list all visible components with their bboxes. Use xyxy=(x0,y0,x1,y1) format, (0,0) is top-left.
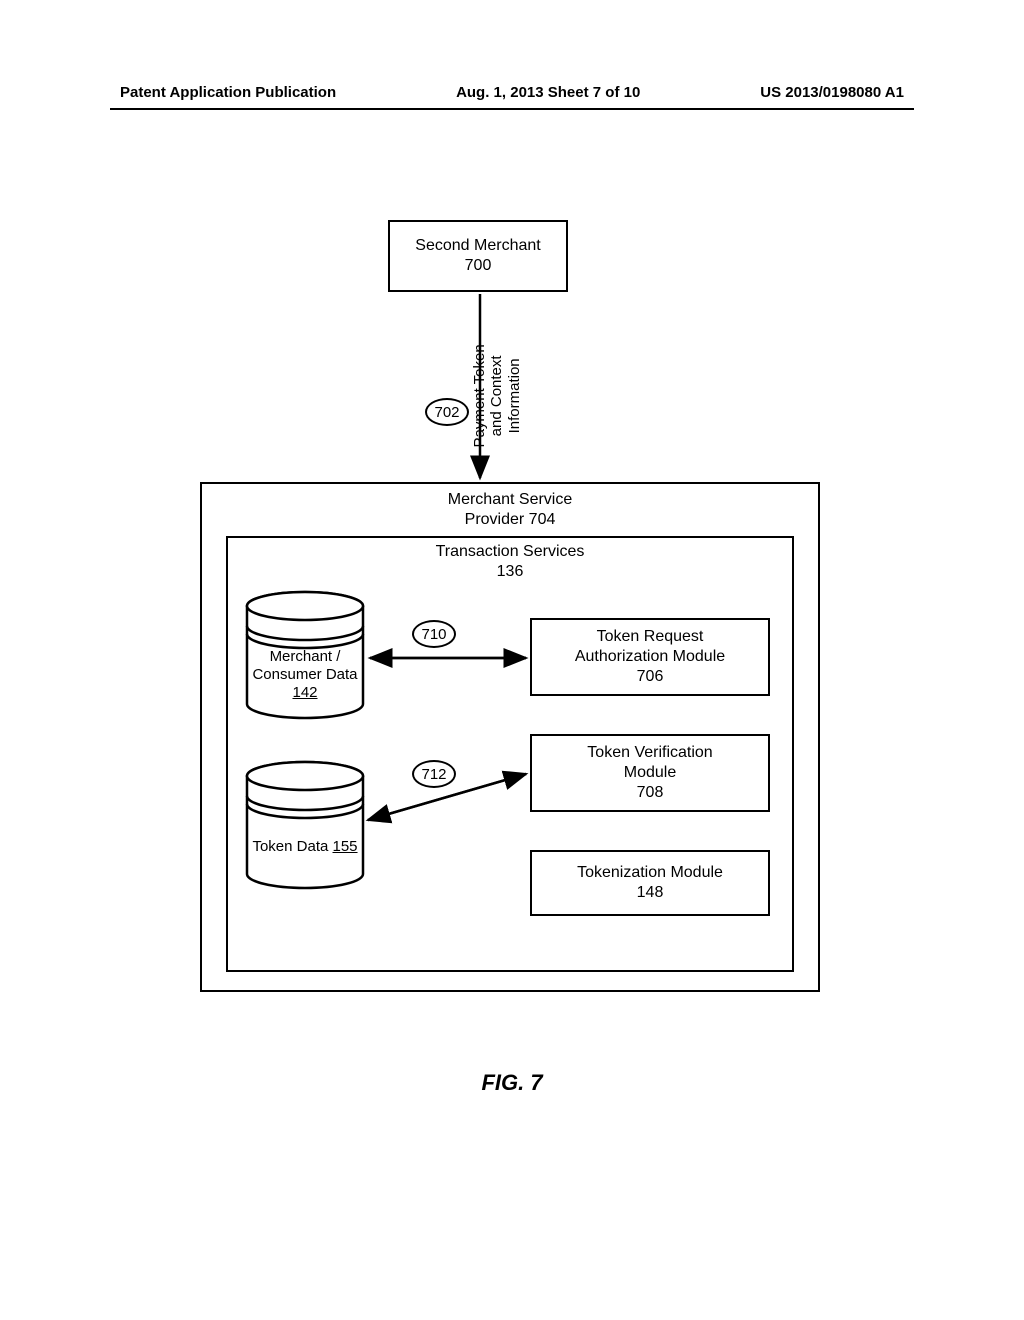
merchant-consumer-line3: 142 xyxy=(292,684,317,701)
merchant-consumer-cylinder: Merchant / Consumer Data 142 xyxy=(245,590,365,720)
tokenization-module-box: Tokenization Module 148 xyxy=(530,850,770,916)
msp-line1: Merchant Service xyxy=(448,490,573,510)
second-merchant-line2: 700 xyxy=(465,256,492,276)
label-702-text: 702 xyxy=(434,404,459,421)
tokenization-line2: 148 xyxy=(637,883,664,903)
arrow-text-line1: Payment Token xyxy=(471,344,488,447)
arrow-text-line3: Information xyxy=(506,358,523,433)
token-verification-line2: Module xyxy=(624,763,676,783)
page-header: Patent Application Publication Aug. 1, 2… xyxy=(0,84,1024,101)
label-712: 712 xyxy=(412,760,456,788)
token-request-line2: Authorization Module xyxy=(575,647,725,667)
merchant-consumer-line2: Consumer Data xyxy=(252,666,357,683)
transaction-services-line1: Transaction Services xyxy=(436,542,585,562)
second-merchant-box: Second Merchant 700 xyxy=(388,220,568,292)
token-data-line1b: 155 xyxy=(333,838,358,855)
merchant-consumer-line1: Merchant / xyxy=(270,648,341,665)
token-request-auth-box: Token Request Authorization Module 706 xyxy=(530,618,770,696)
header-center: Aug. 1, 2013 Sheet 7 of 10 xyxy=(456,84,640,101)
token-data-line1a: Token Data xyxy=(252,838,332,855)
second-merchant-line1: Second Merchant xyxy=(415,236,540,256)
label-710: 710 xyxy=(412,620,456,648)
label-712-text: 712 xyxy=(421,766,446,783)
tokenization-line1: Tokenization Module xyxy=(577,863,723,883)
figure-caption: FIG. 7 xyxy=(0,1070,1024,1096)
header-rule xyxy=(110,108,914,110)
token-verification-line3: 708 xyxy=(637,783,664,803)
token-verification-line1: Token Verification xyxy=(587,743,712,763)
label-702: 702 xyxy=(425,398,469,426)
diagram-container: Second Merchant 700 Payment Token and Co… xyxy=(200,220,820,1000)
arrow-text-line2: and Context xyxy=(488,355,505,436)
arrow-text: Payment Token and Context Information xyxy=(471,336,523,456)
header-left: Patent Application Publication xyxy=(120,84,336,101)
transaction-services-line2: 136 xyxy=(497,562,524,582)
msp-line2: Provider 704 xyxy=(465,510,556,530)
token-verification-box: Token Verification Module 708 xyxy=(530,734,770,812)
token-request-line1: Token Request xyxy=(597,627,704,647)
label-710-text: 710 xyxy=(421,626,446,643)
token-data-cylinder: Token Data 155 xyxy=(245,760,365,890)
header-right: US 2013/0198080 A1 xyxy=(760,84,904,101)
token-request-line3: 706 xyxy=(637,667,664,687)
